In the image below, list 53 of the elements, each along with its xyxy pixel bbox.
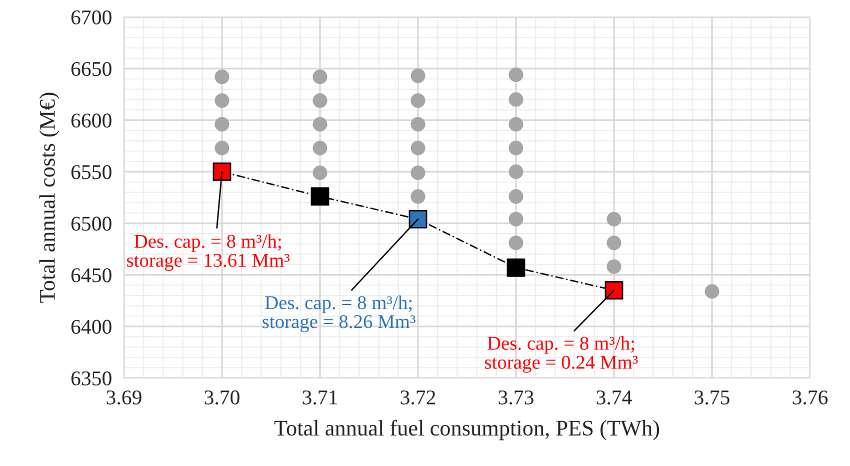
x-tick-label: 3.71	[302, 390, 337, 405]
annotation: Des. cap. = 8 m³/h; storage = 13.61 Mm³	[127, 234, 290, 271]
y-tick-label: 6500	[71, 216, 112, 231]
y-tick-label: 6350	[71, 371, 112, 386]
point	[312, 140, 328, 156]
point	[312, 70, 328, 84]
point	[508, 92, 524, 107]
x-tick-label: 3.73	[498, 390, 534, 405]
point	[312, 165, 328, 180]
point	[410, 68, 426, 84]
point	[410, 93, 426, 108]
point	[214, 93, 230, 108]
point	[508, 164, 524, 179]
point	[508, 116, 524, 132]
y-tick-label: 6400	[71, 320, 112, 334]
point	[410, 189, 426, 204]
point	[214, 116, 230, 132]
y-tick-label: 6650	[71, 62, 112, 76]
x-tick-label: 3.74	[596, 390, 632, 405]
x-tick-label: 3.75	[694, 390, 730, 405]
point	[508, 212, 524, 226]
point	[410, 116, 426, 132]
point	[606, 212, 622, 226]
point	[606, 259, 622, 274]
y-axis-title: Total annual costs (M€)	[39, 92, 60, 303]
y-tick-label: 6600	[71, 114, 112, 128]
point	[214, 140, 230, 156]
point	[508, 189, 524, 204]
y-tick-label: 6450	[71, 268, 112, 282]
point	[506, 258, 526, 277]
point	[310, 187, 330, 206]
y-tick-label: 6550	[71, 165, 112, 180]
point	[606, 236, 622, 250]
x-tick-label: 3.72	[400, 390, 436, 405]
point	[508, 140, 524, 156]
annotation: Des. cap. = 8 m³/h; storage = 0.24 Mm³	[485, 336, 638, 373]
point	[212, 162, 232, 181]
point	[312, 93, 328, 108]
annotation: Des. cap. = 8 m³/h; storage = 8.26 Mm³	[262, 296, 416, 332]
x-tick-label: 3.76	[792, 390, 828, 405]
point	[508, 236, 524, 250]
point	[604, 281, 624, 300]
point	[410, 165, 426, 180]
x-tick-label: 3.69	[106, 390, 142, 405]
point	[408, 210, 428, 228]
x-axis-title: Total annual fuel consumption, PES (TWh)	[274, 420, 660, 440]
point	[214, 70, 230, 84]
point	[312, 116, 328, 132]
point	[704, 284, 720, 299]
point	[508, 67, 524, 82]
y-tick-label: 6700	[71, 10, 112, 24]
x-tick-label: 3.70	[204, 390, 240, 405]
point	[410, 140, 426, 156]
